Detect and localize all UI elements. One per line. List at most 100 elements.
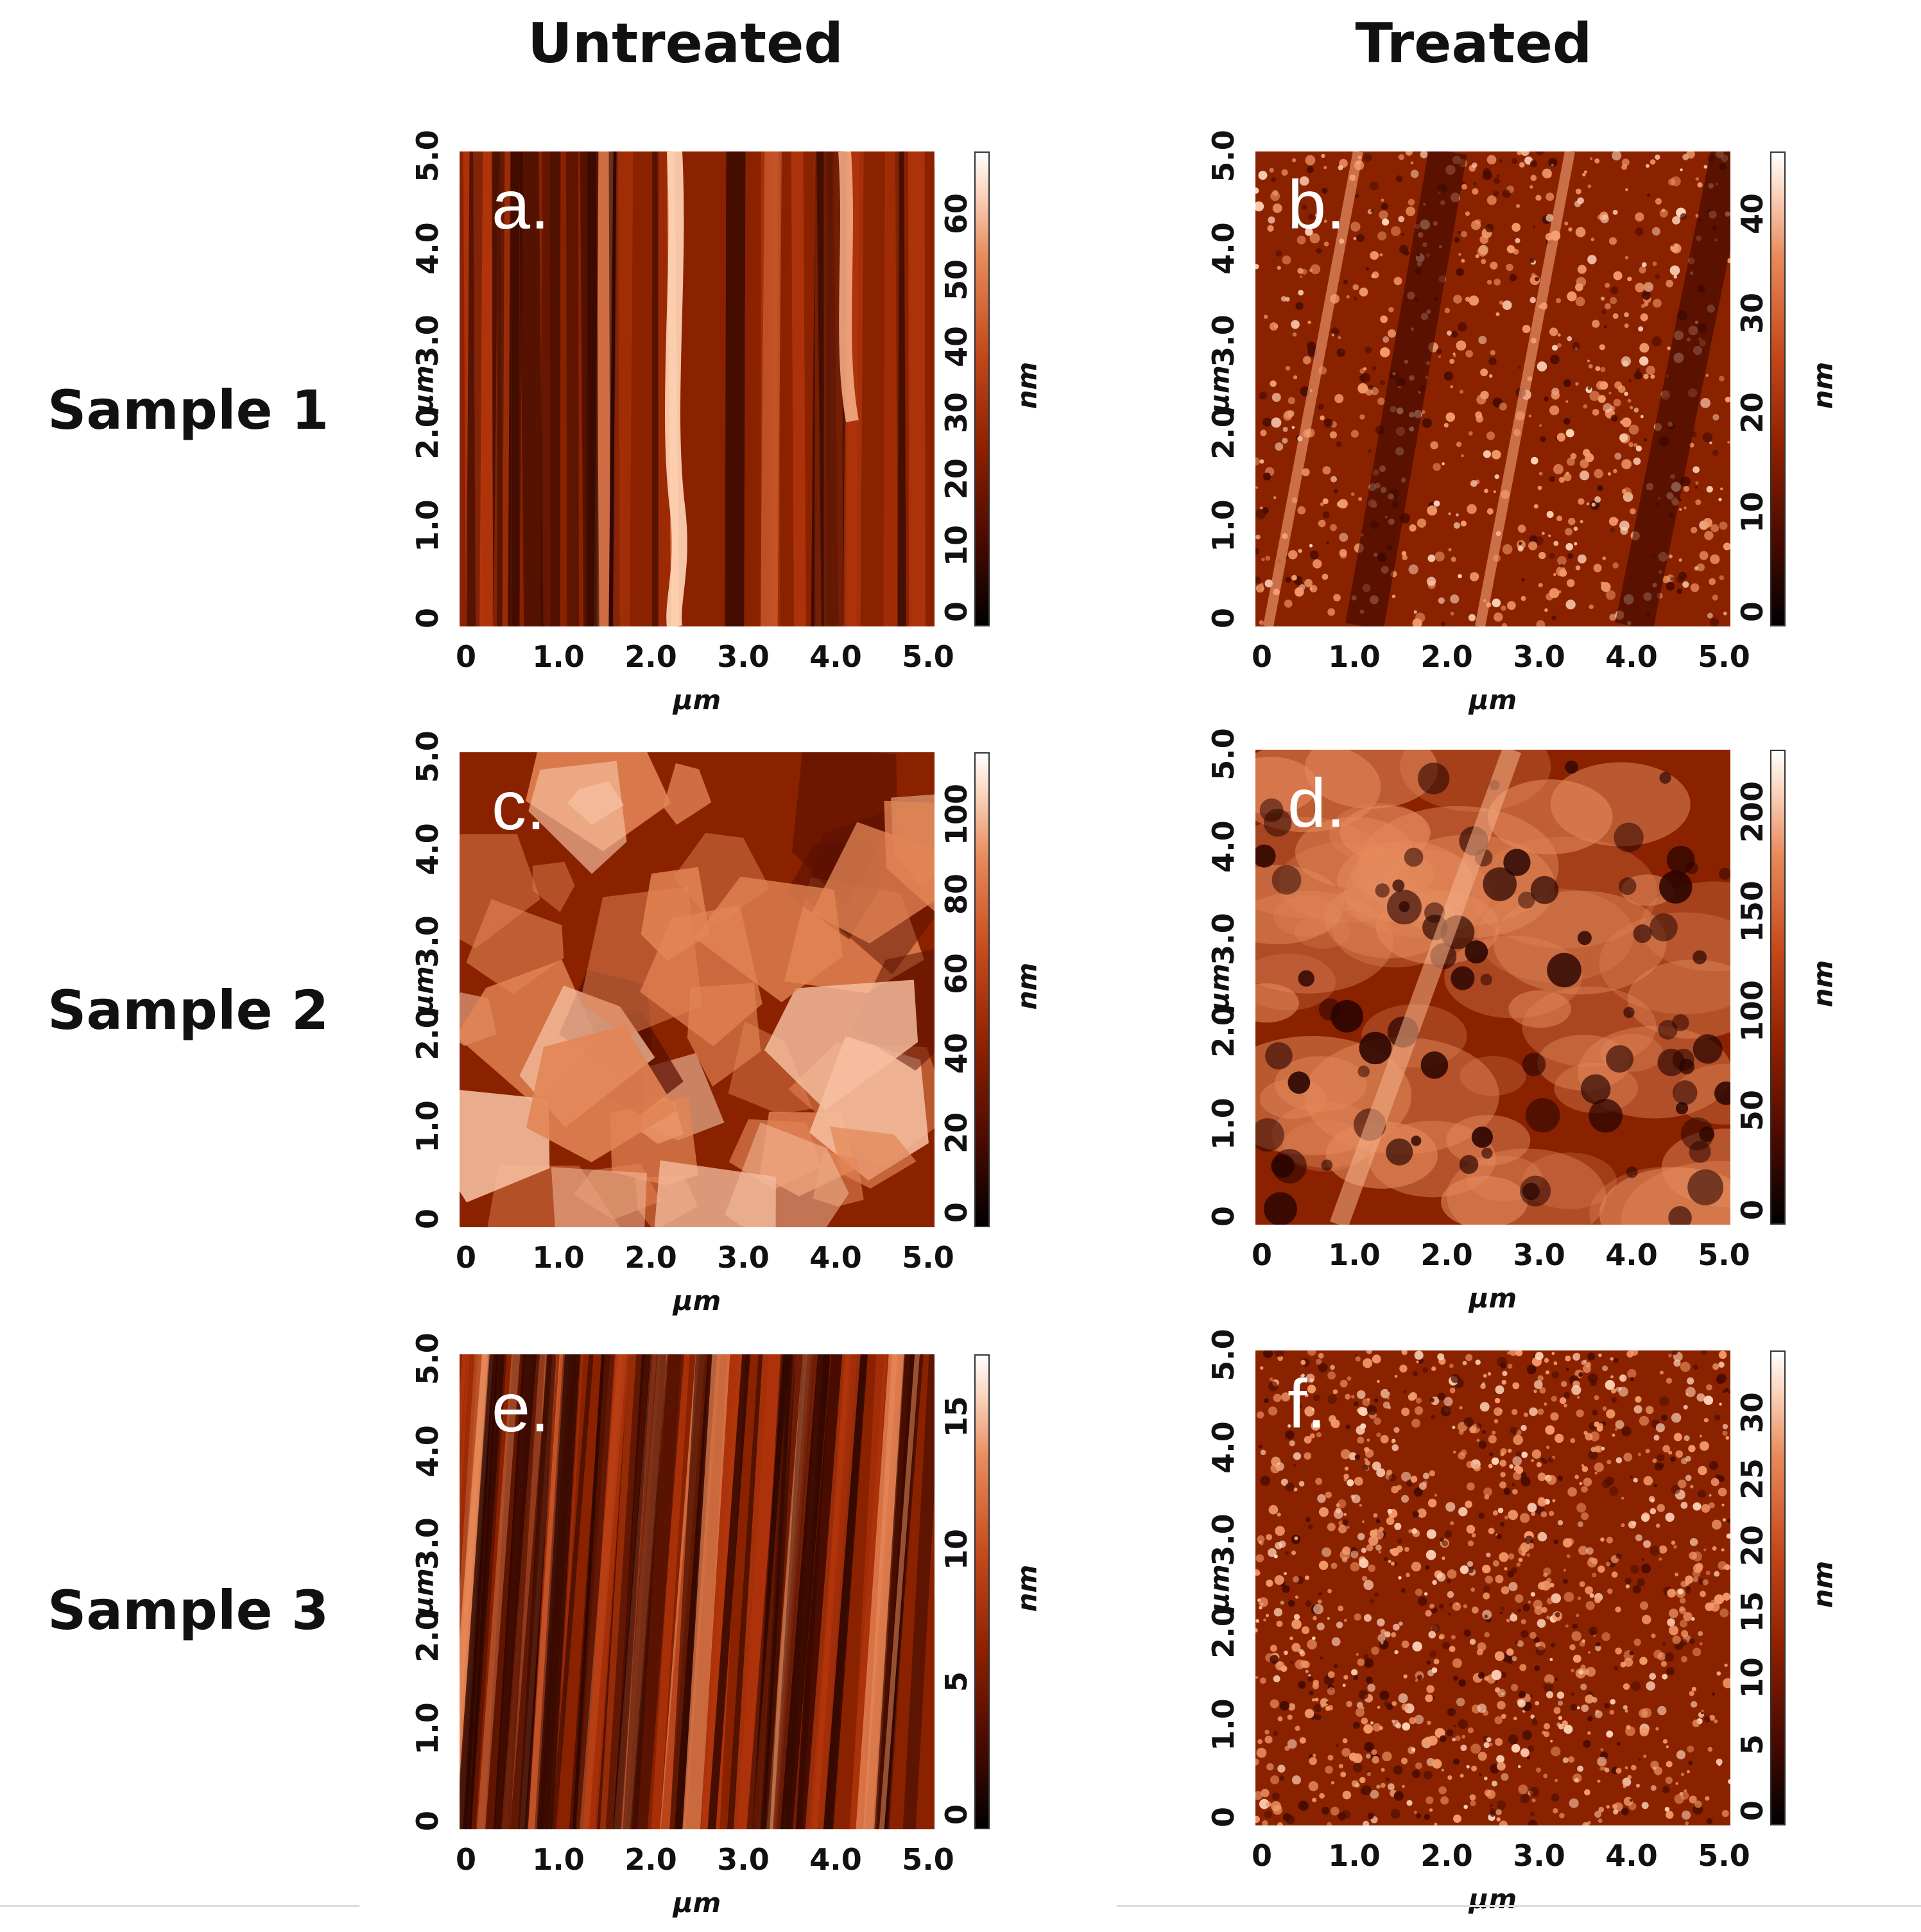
afm-height-map: d. (1255, 750, 1730, 1225)
colorbar-tick-label: 40 (939, 1015, 974, 1092)
y-axis-label: μm (1204, 364, 1236, 415)
y-tick-label: 1.0 (1206, 487, 1241, 564)
panel-label: d. (1288, 763, 1345, 843)
x-tick-label: 2.0 (1408, 1838, 1485, 1873)
colorbar-unit-label: nm (1012, 360, 1043, 411)
x-tick-label: 4.0 (1593, 1838, 1670, 1873)
x-tick-label: 0 (1223, 1838, 1300, 1873)
x-tick-label: 1.0 (520, 1842, 597, 1877)
panel-label: a. (492, 164, 549, 245)
footer-divider-right (1117, 1905, 1921, 1907)
colorbar-tick-label: 0 (939, 573, 974, 650)
colorbar-tick-label: 5 (1735, 1706, 1770, 1783)
footer-divider-left (0, 1905, 359, 1907)
x-tick-label: 0 (427, 1240, 504, 1275)
colorbar-tick-label: 30 (939, 374, 974, 451)
afm-height-map: a. (460, 151, 935, 626)
x-tick-label: 1.0 (1316, 1838, 1393, 1873)
x-tick-label: 0 (427, 1842, 504, 1877)
y-tick-label: 1.0 (1206, 1085, 1241, 1162)
colorbar-tick-label: 0 (939, 1174, 974, 1251)
x-axis-label: μm (1467, 1883, 1519, 1915)
y-tick-label: 4.0 (410, 1413, 445, 1490)
colorbar-unit-label: nm (1807, 1559, 1839, 1610)
panel-label: f. (1288, 1363, 1326, 1444)
x-tick-label: 1.0 (1316, 639, 1393, 674)
colorbar-tick-label: 0 (939, 1776, 974, 1853)
colorbar (1770, 750, 1786, 1225)
column-title-untreated: Untreated (461, 12, 910, 76)
panel-label: c. (492, 765, 546, 845)
afm-height-map: e. (460, 1354, 935, 1829)
colorbar (974, 1354, 990, 1829)
y-tick-label: 1.0 (1206, 1686, 1241, 1763)
y-axis-label: μm (408, 965, 440, 1016)
x-axis-label: μm (1467, 684, 1519, 716)
x-tick-label: 0 (1223, 1238, 1300, 1272)
afm-height-map: f. (1255, 1350, 1730, 1825)
colorbar-tick-label: 10 (1735, 474, 1770, 551)
y-axis-label: μm (1204, 1563, 1236, 1614)
colorbar-unit-label: nm (1012, 1563, 1043, 1614)
colorbar-unit-label: nm (1807, 958, 1839, 1010)
x-tick-label: 2.0 (1408, 1238, 1485, 1272)
colorbar-tick-label: 10 (939, 507, 974, 584)
colorbar-tick-label: 20 (1735, 374, 1770, 451)
row-title-sample-1: Sample 1 (47, 379, 329, 442)
colorbar-tick-label: 0 (1735, 1772, 1770, 1849)
y-tick-label: 5.0 (1206, 117, 1241, 194)
row-title-sample-3: Sample 3 (47, 1579, 329, 1642)
x-tick-label: 3.0 (1501, 1838, 1578, 1873)
x-tick-label: 2.0 (612, 1240, 689, 1275)
colorbar-tick-label: 10 (1735, 1639, 1770, 1716)
colorbar-tick-label: 100 (939, 776, 974, 853)
x-tick-label: 2.0 (1408, 639, 1485, 674)
colorbar-tick-label: 15 (1735, 1573, 1770, 1650)
row-title-sample-2: Sample 2 (47, 979, 329, 1042)
x-tick-label: 0 (1223, 639, 1300, 674)
y-tick-label: 4.0 (1206, 808, 1241, 885)
x-tick-label: 1.0 (520, 1240, 597, 1275)
colorbar-tick-label: 0 (1735, 1171, 1770, 1248)
x-tick-label: 3.0 (705, 1240, 782, 1275)
colorbar-tick-label: 100 (1735, 972, 1770, 1049)
colorbar-tick-label: 30 (1735, 275, 1770, 352)
colorbar-tick-label: 40 (939, 308, 974, 385)
afm-height-map: c. (460, 752, 935, 1227)
colorbar-tick-label: 20 (939, 440, 974, 517)
y-tick-label: 4.0 (1206, 1409, 1241, 1486)
x-tick-label: 1.0 (1316, 1238, 1393, 1272)
colorbar-tick-label: 0 (1735, 573, 1770, 650)
y-tick-label: 5.0 (410, 718, 445, 795)
x-tick-label: 4.0 (1593, 639, 1670, 674)
panel-label: b. (1288, 164, 1345, 245)
x-tick-label: 0 (427, 639, 504, 674)
y-tick-label: 5.0 (410, 1320, 445, 1397)
colorbar-tick-label: 20 (939, 1094, 974, 1171)
colorbar-tick-label: 200 (1735, 773, 1770, 850)
colorbar (974, 151, 990, 626)
colorbar-tick-label: 60 (939, 175, 974, 252)
y-tick-label: 1.0 (410, 1690, 445, 1767)
x-tick-label: 3.0 (1501, 639, 1578, 674)
x-tick-label: 3.0 (1501, 1238, 1578, 1272)
colorbar (974, 752, 990, 1227)
x-tick-label: 4.0 (797, 1240, 874, 1275)
y-tick-label: 4.0 (410, 811, 445, 888)
colorbar-tick-label: 10 (939, 1511, 974, 1588)
x-axis-label: μm (671, 684, 723, 716)
x-tick-label: 4.0 (797, 639, 874, 674)
y-tick-label: 5.0 (410, 117, 445, 194)
x-axis-label: μm (671, 1887, 723, 1919)
x-tick-label: 3.0 (705, 639, 782, 674)
colorbar-tick-label: 30 (1735, 1374, 1770, 1451)
y-axis-label: μm (408, 1567, 440, 1618)
y-tick-label: 1.0 (410, 487, 445, 564)
colorbar-tick-label: 50 (939, 241, 974, 318)
colorbar-tick-label: 20 (1735, 1507, 1770, 1584)
